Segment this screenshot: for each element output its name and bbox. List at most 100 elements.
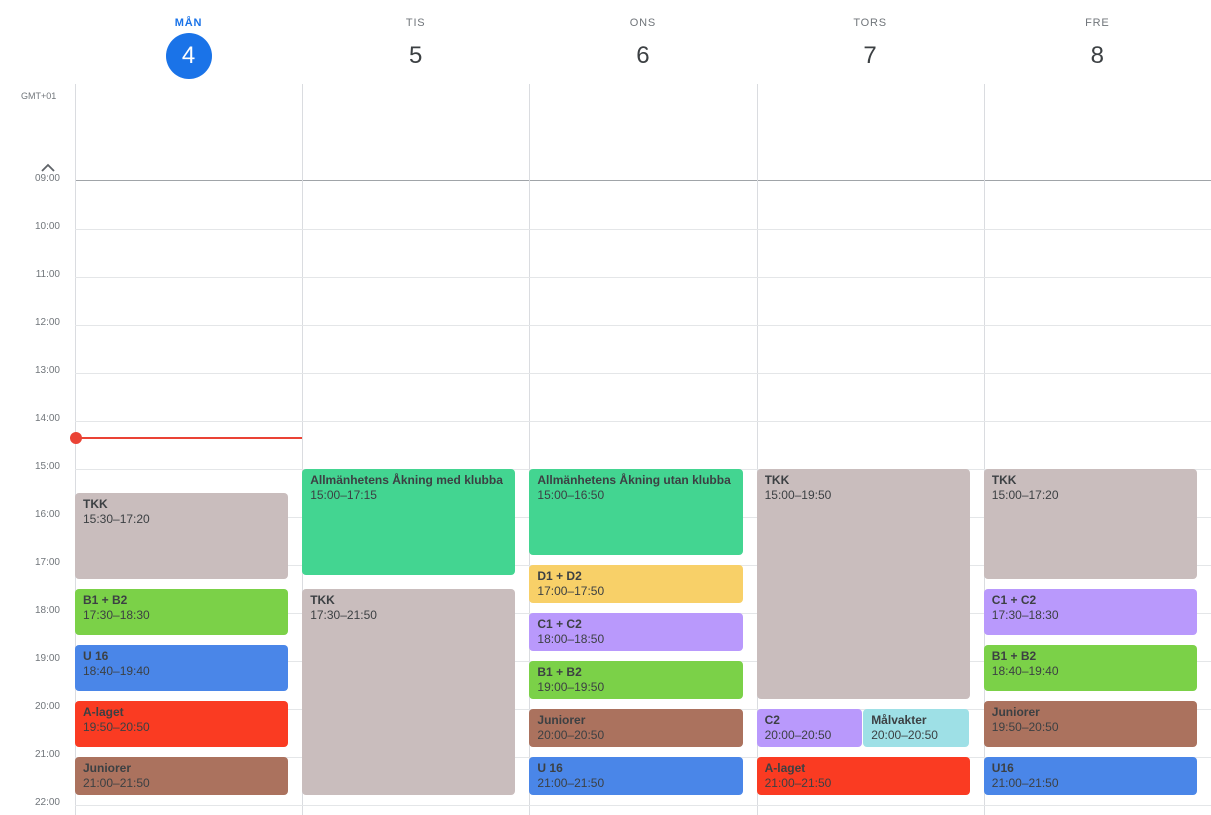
day-header-4[interactable]: FRE 8 <box>984 0 1211 84</box>
event-card[interactable]: Juniorer 21:00–21:50 <box>75 757 289 795</box>
hour-label: 19:00 <box>34 653 60 664</box>
event-time: 15:00–16:50 <box>537 488 605 502</box>
event-card[interactable]: B1 + B2 19:00–19:50 <box>529 661 743 699</box>
event-time: 17:30–18:30 <box>991 608 1059 622</box>
event-card[interactable]: TKK 17:30–21:50 <box>302 589 516 795</box>
event-title: A-laget <box>764 761 806 775</box>
day-number-button[interactable]: 4 <box>165 33 212 79</box>
event-card[interactable]: D1 + D2 17:00–17:50 <box>529 565 743 603</box>
hour-label: 12:00 <box>34 317 60 328</box>
hour-gridline <box>75 421 1211 422</box>
event-title: C1 + C2 <box>537 617 582 631</box>
event-card[interactable]: Juniorer 20:00–20:50 <box>529 709 743 747</box>
event-title: TKK <box>310 593 335 607</box>
event-time: 20:00–20:50 <box>764 728 832 742</box>
event-time: 15:30–17:20 <box>83 512 150 526</box>
event-title: TKK <box>991 473 1017 487</box>
event-card[interactable]: Allmänhetens Åkning utan klubba 15:00–16:… <box>529 469 743 555</box>
event-time: 15:00–17:15 <box>310 488 377 502</box>
event-title: TKK <box>83 497 108 511</box>
event-time: 17:30–21:50 <box>310 608 377 622</box>
event-title: Juniorer <box>83 761 132 775</box>
hour-label: 18:00 <box>34 605 60 616</box>
day-header-3[interactable]: TORS 7 <box>757 0 984 84</box>
day-number-button[interactable]: 6 <box>636 42 650 69</box>
day-of-week-label: TIS <box>405 17 426 29</box>
event-time: 20:00–20:50 <box>871 728 938 742</box>
hour-label: 15:00 <box>34 461 60 472</box>
event-time: 18:40–19:40 <box>991 664 1059 678</box>
hour-label: 14:00 <box>34 413 60 424</box>
hour-gridline <box>75 229 1211 230</box>
hour-label: 16:00 <box>34 509 60 520</box>
event-card[interactable]: A-laget 19:50–20:50 <box>75 701 289 747</box>
event-time: 19:50–20:50 <box>83 720 150 734</box>
event-card[interactable]: B1 + B2 18:40–19:40 <box>983 645 1197 691</box>
event-time: 21:00–21:50 <box>764 776 832 790</box>
day-column-divider <box>756 84 758 815</box>
event-time: 19:50–20:50 <box>991 720 1059 734</box>
hour-gridline <box>75 373 1211 374</box>
event-card[interactable]: TKK 15:00–19:50 <box>756 469 970 699</box>
event-time: 15:00–19:50 <box>764 488 832 502</box>
event-title: C1 + C2 <box>991 593 1037 607</box>
hour-label: 17:00 <box>34 557 60 568</box>
collapse-allday-chevron-up-icon[interactable] <box>38 158 58 178</box>
event-card[interactable]: TKK 15:30–17:20 <box>75 493 289 579</box>
event-time: 21:00–21:50 <box>537 776 605 790</box>
event-card[interactable]: U 16 18:40–19:40 <box>75 645 289 691</box>
day-column-divider <box>302 84 304 815</box>
hour-gridline <box>75 805 1211 806</box>
event-card[interactable]: B1 + B2 17:30–18:30 <box>75 589 289 635</box>
all-day-separator <box>75 180 1211 181</box>
day-header-0[interactable]: MÅN 4 <box>75 0 302 84</box>
event-title: B1 + B2 <box>83 593 128 607</box>
event-card[interactable]: C1 + C2 18:00–18:50 <box>529 613 743 651</box>
event-card[interactable]: Allmänhetens Åkning med klubba 15:00–17:1… <box>302 469 516 575</box>
day-column-divider <box>75 84 76 815</box>
event-card[interactable]: A-laget 21:00–21:50 <box>756 757 970 795</box>
event-time: 17:00–17:50 <box>537 584 605 598</box>
day-number-button[interactable]: 7 <box>863 42 877 69</box>
event-card[interactable]: C2 20:00–20:50 <box>756 709 863 747</box>
event-time: 21:00–21:50 <box>991 776 1059 790</box>
event-time: 18:00–18:50 <box>537 632 605 646</box>
event-time: 15:00–17:20 <box>991 488 1059 502</box>
hour-label: 13:00 <box>34 365 60 376</box>
event-card[interactable]: U 16 21:00–21:50 <box>529 757 743 795</box>
event-title: Allmänhetens Åkning med klubba <box>310 473 503 487</box>
hour-label: 09:00 <box>34 173 60 184</box>
day-number-button[interactable]: 8 <box>1090 42 1104 69</box>
hour-label: 10:00 <box>34 221 60 232</box>
day-number-button[interactable]: 5 <box>409 42 423 69</box>
day-header-1[interactable]: TIS 5 <box>302 0 529 84</box>
event-card[interactable]: Målvakter 20:00–20:50 <box>863 709 969 747</box>
event-card[interactable]: C1 + C2 17:30–18:30 <box>983 589 1197 635</box>
day-header-2[interactable]: ONS 6 <box>529 0 756 84</box>
event-title: TKK <box>764 473 790 487</box>
event-title: A-laget <box>83 705 124 719</box>
hour-gridline <box>75 277 1211 278</box>
event-card[interactable]: Juniorer 19:50–20:50 <box>983 701 1197 747</box>
day-of-week-label: MÅN <box>174 17 203 29</box>
day-column-divider <box>529 84 531 815</box>
event-time: 18:40–19:40 <box>83 664 150 678</box>
event-title: U 16 <box>537 761 563 775</box>
event-title: C2 <box>764 713 780 727</box>
day-column-divider <box>983 84 985 815</box>
event-title: Juniorer <box>991 705 1040 719</box>
event-time: 17:30–18:30 <box>83 608 150 622</box>
event-time: 21:00–21:50 <box>83 776 150 790</box>
event-title: D1 + D2 <box>537 569 582 583</box>
hour-label: 11:00 <box>35 269 60 280</box>
event-title: B1 + B2 <box>991 649 1037 663</box>
event-title: Allmänhetens Åkning utan klubba <box>537 473 731 487</box>
event-card[interactable]: U16 21:00–21:50 <box>983 757 1197 795</box>
event-title: B1 + B2 <box>537 665 582 679</box>
day-of-week-label: TORS <box>853 17 887 29</box>
event-card[interactable]: TKK 15:00–17:20 <box>983 469 1197 579</box>
week-header: MÅN 4 TIS 5 ONS 6 TORS 7 FRE 8 <box>0 0 1211 84</box>
day-of-week-label: FRE <box>1085 17 1110 29</box>
hour-label: 22:00 <box>34 797 60 808</box>
current-time-dot <box>70 431 82 444</box>
